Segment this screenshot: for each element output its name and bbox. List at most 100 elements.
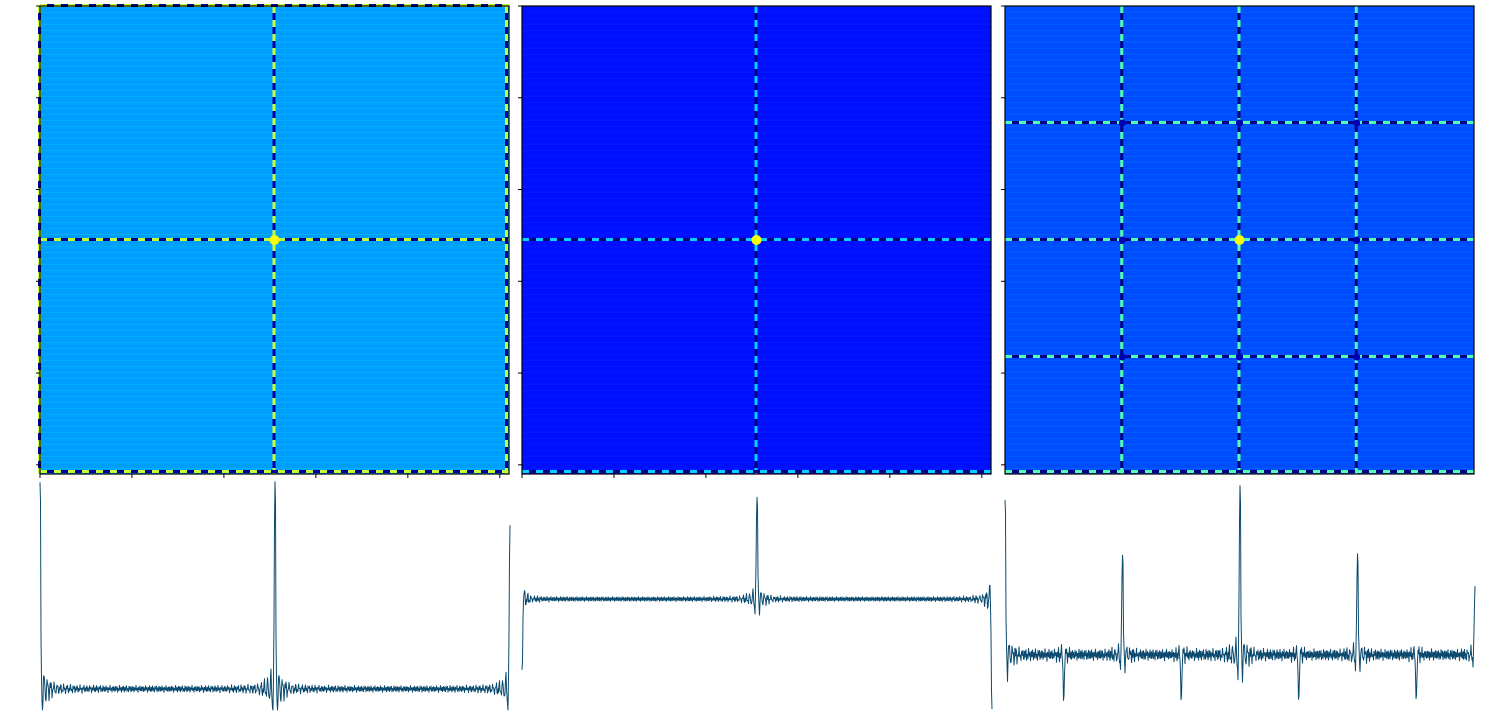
right-image-vline-1 (1237, 216, 1241, 223)
middle-image-peak (751, 235, 762, 245)
left-image-hline-3 (495, 470, 502, 473)
left-image-vline-1 (272, 97, 276, 104)
right-image-hline-2 (1152, 121, 1159, 124)
middle-image-vline-1 (754, 174, 758, 181)
right-image-vline-4 (1120, 265, 1124, 272)
middle-image-hline-2 (739, 470, 746, 473)
middle-image-hline-2 (809, 470, 816, 473)
middle-image-hline-2 (718, 470, 725, 473)
right-image-vline-1 (1237, 223, 1241, 230)
left-image-vline-1 (272, 426, 276, 433)
right-image-hline-3 (1075, 355, 1082, 358)
middle-image-vline-1 (754, 454, 758, 461)
right-image-hline-3 (1362, 355, 1369, 358)
right-image-hline-6 (1047, 470, 1054, 473)
right-image-vline-5 (1354, 335, 1358, 342)
right-image-hline-3 (1187, 355, 1194, 358)
right-image-hline-3 (1215, 355, 1222, 358)
right-image-hline-6 (1264, 470, 1271, 473)
left-image-vline-1 (272, 440, 276, 447)
right-image-hline-3 (1341, 355, 1348, 358)
right-image-hline-3 (1292, 355, 1299, 358)
left-image-vline-1 (272, 48, 276, 55)
left-image-hline-3 (173, 470, 180, 473)
right-image-vline-4 (1120, 188, 1124, 195)
left-image-hline-3 (278, 470, 285, 473)
right-image-vline-5 (1354, 174, 1358, 181)
right-image-hline-6 (1005, 470, 1012, 473)
left-image-hline-0 (341, 238, 348, 241)
right-image-hline-2 (1383, 121, 1390, 124)
middle-image-hline-2 (606, 470, 613, 473)
right-image-vline-1 (1237, 181, 1241, 188)
right-image-hline-3 (1061, 355, 1068, 358)
left-image-vline-5 (505, 69, 508, 76)
middle-image-vline-1 (754, 69, 758, 76)
right-image-hline-0 (1110, 238, 1117, 241)
middle-image-hline-0 (648, 238, 655, 241)
left-image-hline-0 (236, 238, 243, 241)
right-image-hline-0 (1138, 238, 1145, 241)
right-image-hline-0 (1453, 238, 1460, 241)
left-image-hline-0 (131, 238, 138, 241)
right-image-vline-4 (1120, 97, 1124, 104)
right-image-vline-1 (1237, 27, 1241, 34)
middle-image-hline-2 (669, 470, 676, 473)
right-image-vline-5 (1354, 223, 1358, 230)
left-image-hline-0 (390, 238, 397, 241)
right-image-hline-3 (1222, 355, 1229, 358)
right-image-hline-2 (1425, 121, 1432, 124)
middle-image-hline-0 (830, 238, 837, 241)
left-image-vline-5 (505, 237, 508, 244)
left-image-vline-5 (505, 384, 508, 391)
right-image-vline-1 (1237, 13, 1241, 20)
right-image-hline-6 (1131, 470, 1138, 473)
left-image-vline-1 (272, 412, 276, 419)
left-image-vline-1 (272, 27, 276, 34)
middle-image-hline-2 (557, 470, 564, 473)
middle-image-vline-1 (754, 188, 758, 195)
left-image-vline-5 (505, 13, 508, 20)
right-image-vline-5 (1354, 13, 1358, 20)
left-image-vline-1 (272, 20, 276, 27)
middle-image-vline-1 (754, 314, 758, 321)
right-image-vline-4 (1120, 314, 1124, 321)
left-image-vline-5 (505, 377, 508, 384)
right-image-hline-0 (1250, 238, 1257, 241)
left-image-hline-3 (68, 470, 75, 473)
right-image-vline-5 (1354, 6, 1358, 13)
right-image-hline-0 (1089, 238, 1096, 241)
right-image-vline-4 (1120, 398, 1124, 405)
right-image-vline-5 (1354, 363, 1358, 370)
left-image-hline-0 (68, 238, 75, 241)
left-image-vline-1 (272, 223, 276, 230)
middle-image-hline-2 (823, 470, 830, 473)
middle-image-hline-2 (746, 470, 753, 473)
right-image-hline-2 (1453, 121, 1460, 124)
left-image-vline-1 (272, 230, 276, 237)
left-image-vline-5 (505, 223, 508, 230)
middle-image-vline-1 (754, 111, 758, 118)
middle-profile-panel (521, 496, 993, 710)
left-image-vline-5 (505, 153, 508, 160)
middle-image-vline-1 (754, 216, 758, 223)
middle-image-hline-2 (879, 470, 886, 473)
left-image-hline-3 (264, 470, 271, 473)
right-image-vline-1 (1237, 111, 1241, 118)
left-image-vline-1 (272, 160, 276, 167)
right-image-hline-2 (1047, 121, 1054, 124)
right-image-vline-4 (1120, 342, 1124, 349)
middle-image-hline-0 (571, 238, 578, 241)
left-image-hline-0 (145, 238, 152, 241)
right-image-vline-4 (1120, 419, 1124, 426)
right-image-vline-1 (1237, 300, 1241, 307)
left-image-vline-5 (505, 118, 508, 125)
right-image-hline-3 (1453, 355, 1460, 358)
left-image-hline-0 (40, 238, 47, 241)
middle-image-vline-1 (754, 181, 758, 188)
right-image-hline-0 (1159, 238, 1166, 241)
middle-image-hline-2 (858, 470, 865, 473)
left-image-hline-3 (369, 470, 376, 473)
middle-image-hline-2 (634, 470, 641, 473)
middle-image-hline-0 (613, 238, 620, 241)
